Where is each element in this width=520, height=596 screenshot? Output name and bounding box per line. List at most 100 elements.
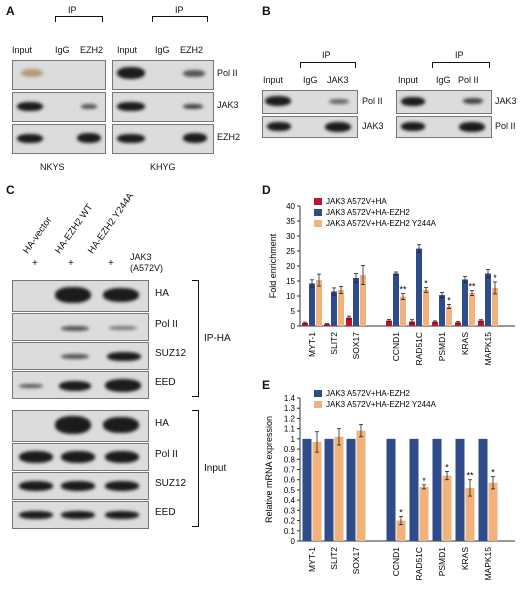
legend-swatch	[314, 209, 322, 216]
blot-b-right-jak3	[396, 90, 492, 114]
panel-a-khyg-lane-igg: IgG	[155, 45, 170, 55]
panel-c-ip-group: IP-HA	[204, 333, 231, 344]
blot-b-right-polii	[396, 116, 492, 138]
legend-swatch	[314, 390, 322, 397]
panel-c-input-row-polii: Pol II	[155, 449, 178, 460]
panel-b-right-lane-input: Input	[398, 75, 419, 85]
panel-a-row-ezh2: EZH2	[217, 132, 241, 142]
panel-b-left-lane-input: Input	[263, 75, 284, 85]
significance-mark: **	[399, 285, 407, 295]
panel-c-label: C	[6, 183, 15, 197]
y-axis-label: Relative mRNA expression	[264, 416, 274, 523]
y-axis-label: Fold enrichment	[268, 233, 278, 298]
x-tick-label: CCND1	[391, 332, 401, 362]
y-tick-label: 25	[286, 247, 295, 256]
y-tick-label: 1.1	[284, 425, 296, 434]
bar	[488, 482, 498, 541]
bar	[485, 273, 491, 326]
panel-c-input-group: Input	[204, 463, 227, 474]
significance-mark: *	[445, 463, 449, 473]
panel-b-label: B	[262, 4, 271, 18]
blot-c-input-polii	[12, 443, 149, 471]
legend-label: JAK3 A572V+HA	[326, 197, 387, 206]
blot-a-khyg-polii	[112, 60, 214, 90]
x-tick-label: KRAS	[460, 332, 470, 355]
bar	[393, 273, 399, 326]
bar	[432, 438, 442, 541]
bar	[492, 287, 498, 326]
blot-a-nkys-polii	[12, 60, 106, 90]
panel-a-row-polii: Pol II	[217, 68, 238, 78]
y-tick-label: 0.1	[284, 527, 296, 536]
panel-c-lane-vector: HA-vector	[20, 215, 55, 256]
legend-label: JAK3 A572V+HA-EZH2 Y244A	[326, 219, 437, 228]
panel-c-ip-bracket	[198, 280, 199, 397]
bar	[400, 296, 406, 326]
panel-b-left-lane-igg: IgG	[303, 75, 318, 85]
panel-c-input-row-ha: HA	[155, 418, 169, 429]
panel-a-nkys-lane-input: Input	[12, 45, 33, 55]
y-tick-label: 0	[291, 322, 296, 331]
panel-a-cell-khyg: KHYG	[150, 162, 176, 172]
x-tick-label: CCND1	[391, 547, 401, 577]
bar	[396, 520, 406, 541]
panel-a-nkys-ip-label: IP	[68, 5, 77, 15]
bar	[316, 280, 322, 326]
y-tick-label: 0.4	[284, 496, 296, 505]
panel-a-label: A	[6, 4, 15, 18]
y-tick-label: 0.7	[284, 466, 296, 475]
blot-c-input-eed	[12, 501, 149, 529]
bar	[302, 323, 308, 326]
blot-c-ip-suz12	[12, 342, 149, 370]
y-tick-label: 10	[286, 292, 295, 301]
panel-b-right-lane-igg: IgG	[436, 75, 451, 85]
y-tick-label: 15	[286, 277, 295, 286]
legend-label: JAK3 A572V+HA-EZH2	[326, 389, 410, 398]
bar	[309, 283, 315, 326]
bar	[455, 438, 465, 541]
y-tick-label: 20	[286, 262, 295, 271]
panel-b-left-row-jak3: JAK3	[362, 121, 384, 131]
bar	[386, 438, 396, 541]
blot-b-left-polii	[262, 90, 358, 114]
bar	[465, 487, 475, 541]
x-tick-label: RAD51C	[414, 332, 424, 366]
significance-mark: *	[493, 273, 497, 283]
x-tick-label: MAPK15	[483, 547, 493, 581]
panel-b-right-row-jak3: JAK3	[495, 96, 517, 106]
bar	[423, 290, 429, 326]
y-tick-label: 0.2	[284, 517, 296, 526]
bar	[331, 291, 337, 326]
y-tick-label: 5	[291, 307, 296, 316]
x-tick-label: RAD51C	[414, 547, 424, 581]
x-tick-label: PSMD1	[437, 547, 447, 577]
bar	[469, 293, 475, 326]
x-tick-label: SLIT2	[329, 547, 339, 570]
blot-a-khyg-jak3	[112, 92, 214, 122]
panel-c-treatment-mut: (A572V)	[130, 263, 164, 273]
y-tick-label: 0.8	[284, 455, 296, 464]
bar	[353, 278, 359, 326]
panel-a-khyg-lane-ezh2: EZH2	[180, 45, 204, 55]
x-tick-label: KRAS	[460, 547, 470, 570]
panel-b-left-row-polii: Pol II	[362, 96, 383, 106]
x-tick-label: MAPK15	[483, 332, 493, 366]
blot-a-nkys-jak3	[12, 92, 106, 122]
significance-mark: **	[466, 471, 474, 481]
panel-a-khyg-ip-bracket	[152, 16, 208, 17]
chart-e: 00.10.2 0.30.40.50.60.7 0.80.911.1 1.21.31.…	[264, 389, 515, 581]
blot-c-ip-polii	[12, 313, 149, 341]
y-tick-label: 0	[291, 537, 296, 546]
bar	[386, 320, 392, 326]
panel-b-right-lane-polii: Pol II	[458, 75, 479, 85]
bar	[478, 438, 488, 541]
significance-mark: **	[468, 282, 476, 292]
legend-swatch	[314, 220, 322, 227]
legend-swatch	[314, 198, 322, 205]
bar	[409, 438, 419, 541]
panel-c-ip-row-ha: HA	[155, 288, 169, 299]
bar	[455, 322, 461, 326]
panel-d-label: D	[262, 183, 271, 197]
blot-a-nkys-ezh2	[12, 124, 106, 154]
y-tick-label: 0.5	[284, 486, 296, 495]
